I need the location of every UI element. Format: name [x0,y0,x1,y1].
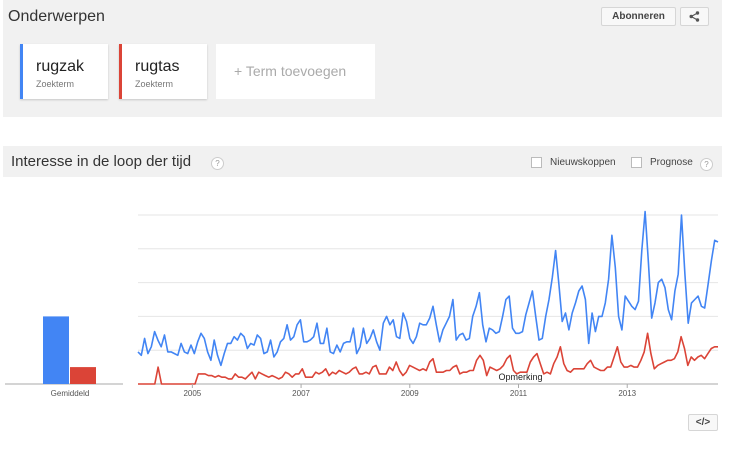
x-tick-label: 2007 [292,389,310,398]
x-tick-label: 2005 [183,389,201,398]
term-color-bar [20,44,23,99]
subscribe-button[interactable]: Abonneren [601,7,676,26]
news-label: Nieuwskoppen [550,157,616,168]
interest-header: Interesse in de loop der tijd ? Nieuwsko… [3,146,722,177]
term-type: Zoekterm [36,79,75,89]
add-term-card[interactable]: + Term toevoegen [216,44,375,99]
forecast-label: Prognose [650,157,693,168]
annotation: Opmerking [498,372,542,382]
term-type: Zoekterm [135,79,174,89]
interest-title: Interesse in de loop der tijd [11,153,192,170]
topics-title: Onderwerpen [8,8,105,25]
term-color-bar [119,44,122,99]
x-axis-ticks: 2005 2007 2009 2011 2013 [183,384,637,398]
forecast-help-icon[interactable]: ? [700,158,713,171]
series-line-rugzak [137,210,719,367]
help-icon[interactable]: ? [211,157,224,170]
topics-panel: Onderwerpen Abonneren rugzak Zoekterm ru… [3,0,722,117]
forecast-checkbox[interactable] [631,157,642,168]
add-term-placeholder: + Term toevoegen [234,63,347,79]
x-tick-label: 2009 [401,389,419,398]
term-name: rugzak [36,58,85,75]
news-checkbox[interactable] [531,157,542,168]
term-card-rugzak[interactable]: rugzak Zoekterm [20,44,108,99]
annotation-label: Opmerking [498,372,542,382]
average-bar-rugzak [43,316,69,384]
average-bars: Gemiddeld [43,316,96,398]
chart-grid [5,214,718,385]
share-icon [689,11,700,22]
embed-button[interactable]: </> [688,414,718,431]
term-name: rugtas [135,58,180,75]
forecast-toggle[interactable]: Prognose [631,157,693,168]
share-button[interactable] [680,7,709,26]
news-headlines-toggle[interactable]: Nieuwskoppen [531,157,616,168]
series-line-rugtas [138,332,718,385]
x-tick-label: 2013 [618,389,636,398]
x-tick-label: 2011 [510,389,528,398]
series-lines [137,210,719,385]
average-bar-rugtas [70,367,96,384]
term-card-rugtas[interactable]: rugtas Zoekterm [119,44,207,99]
interest-chart: Gemiddeld 2005 2007 2009 2011 2013 Opmerking [5,210,719,398]
average-label: Gemiddeld [51,389,90,398]
